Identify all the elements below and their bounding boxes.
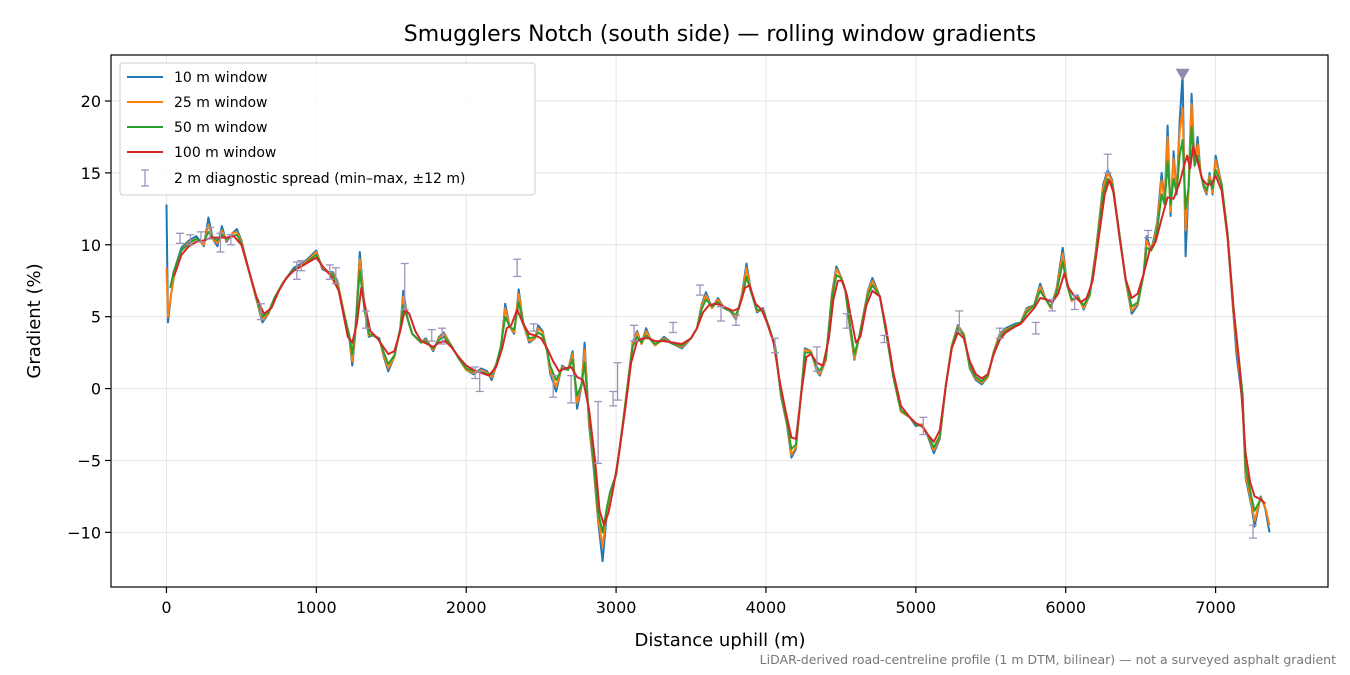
spread-errorbar: [955, 310, 964, 332]
spread-errorbar: [812, 346, 821, 372]
chart-title: Smugglers Notch (south side) — rolling w…: [404, 22, 1037, 47]
spread-errorbar: [630, 324, 639, 342]
series-line-3: [172, 146, 1266, 527]
spread-errorbar: [1031, 321, 1040, 335]
spread-errorbar: [669, 321, 678, 334]
y-tick-label: 15: [81, 164, 101, 183]
x-tick-label: 3000: [596, 598, 637, 617]
spread-errorbar: [549, 374, 558, 398]
spread-errorbar: [475, 370, 484, 393]
spread-errorbar: [256, 303, 265, 321]
spread-errorbar: [361, 310, 370, 329]
y-axis-label: Gradient (%): [24, 263, 45, 378]
spread-layer: [175, 153, 1258, 539]
x-tick-label: 0: [161, 598, 171, 617]
legend-label-100m: 100 m window: [174, 145, 276, 161]
y-tick-label: 10: [81, 236, 101, 255]
spread-errorbar: [1103, 153, 1112, 174]
legend-box: [119, 62, 536, 196]
spread-errorbar: [438, 327, 447, 345]
legend-label-10m: 10 m window: [174, 70, 267, 86]
spread-errorbar: [731, 314, 740, 326]
legend-swatch-spread: [141, 169, 149, 187]
x-axis-label: Distance uphill (m): [635, 630, 806, 651]
spread-errorbar: [226, 234, 235, 246]
spread-errorbar: [513, 258, 522, 278]
legend: 10 m window 25 m window 50 m window 100 …: [119, 62, 536, 196]
spread-errorbar: [292, 261, 301, 280]
x-tick-label: 2000: [446, 598, 487, 617]
y-tick-label: −10: [67, 523, 101, 542]
spread-errorbar: [196, 231, 205, 243]
y-tick-label: −5: [77, 451, 101, 470]
legend-label-50m: 50 m window: [174, 120, 267, 136]
x-tick-label: 5000: [895, 598, 936, 617]
legend-label-spread: 2 m diagnostic spread (min–max, ±12 m): [174, 171, 465, 187]
spread-errorbar: [609, 390, 618, 407]
x-tick-label: 6000: [1045, 598, 1086, 617]
y-tick-label: 0: [91, 380, 101, 399]
spread-errorbar: [297, 259, 306, 272]
spread-errorbar: [175, 232, 184, 245]
spread-errorbar: [331, 267, 340, 285]
spread-errorbar: [919, 416, 928, 436]
y-axis-ticks: −10 −5 0 5 10 15 20: [67, 92, 111, 542]
spread-errorbar: [216, 232, 225, 253]
spread-errorbar: [325, 264, 334, 280]
spread-errorbar: [842, 313, 851, 329]
footnote: LiDAR-derived road-centreline profile (1…: [760, 652, 1336, 667]
spread-errorbar: [594, 400, 603, 464]
spread-errorbar: [1144, 229, 1153, 239]
spread-errorbar: [186, 234, 195, 246]
marker-layer: [1175, 68, 1190, 81]
y-tick-label: 5: [91, 308, 101, 327]
spread-errorbar: [427, 328, 436, 342]
spread-errorbar: [613, 362, 622, 401]
spread-errorbar: [880, 334, 889, 344]
spread-errorbar: [567, 374, 576, 404]
spread-errorbar: [696, 284, 705, 296]
x-tick-label: 7000: [1195, 598, 1236, 617]
spread-errorbar: [205, 226, 214, 240]
spread-errorbar: [1070, 294, 1079, 311]
spread-errorbar: [1249, 524, 1258, 539]
x-axis-ticks: 0 1000 2000 3000 4000 5000 6000 7000: [161, 587, 1236, 617]
spread-errorbar: [716, 305, 725, 322]
peak-marker: [1175, 68, 1190, 81]
legend-label-25m: 25 m window: [174, 95, 267, 111]
x-tick-label: 1000: [296, 598, 337, 617]
y-tick-label: 20: [81, 92, 101, 111]
spread-errorbar: [1048, 298, 1057, 312]
plot-frame: [110, 54, 1329, 588]
spread-errorbar: [529, 323, 538, 332]
x-tick-label: 4000: [746, 598, 787, 617]
spread-errorbar: [471, 366, 480, 380]
spread-errorbar: [995, 327, 1004, 339]
spread-errorbar: [770, 337, 779, 354]
spread-errorbar: [400, 262, 409, 311]
